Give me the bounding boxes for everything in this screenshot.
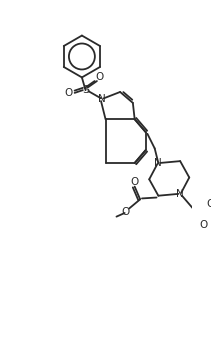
Text: O: O [64, 88, 72, 98]
Text: N: N [154, 158, 162, 168]
Text: O: O [200, 220, 208, 230]
Text: O: O [206, 199, 211, 209]
Text: O: O [122, 207, 130, 217]
Text: S: S [82, 85, 89, 95]
Text: O: O [131, 177, 139, 187]
Text: O: O [95, 72, 103, 82]
Text: N: N [98, 94, 106, 104]
Text: N: N [176, 189, 184, 199]
